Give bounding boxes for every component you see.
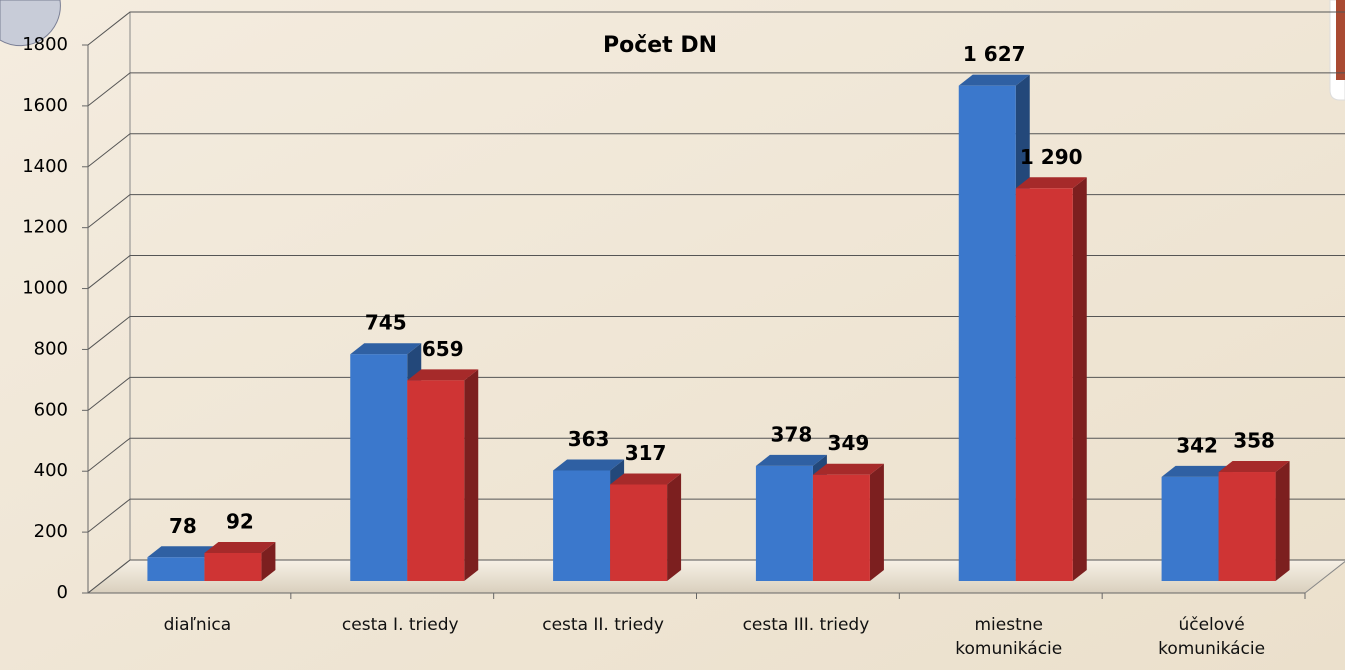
grid-line bbox=[87, 559, 1345, 594]
bar-top bbox=[1015, 177, 1087, 189]
grid-line bbox=[87, 255, 1345, 289]
value-label: 342 bbox=[1176, 433, 1218, 457]
bar bbox=[1015, 177, 1087, 581]
bar-front bbox=[147, 557, 205, 581]
bar-top bbox=[812, 463, 884, 475]
bar-front bbox=[350, 354, 408, 581]
y-tick-label: 400 bbox=[34, 460, 68, 481]
grid-line bbox=[87, 315, 1345, 350]
bar-side bbox=[667, 473, 682, 581]
grid-line bbox=[87, 72, 1345, 107]
bar-side bbox=[1072, 177, 1087, 581]
y-tick-label: 200 bbox=[34, 521, 68, 542]
corner-box-fill bbox=[1336, 0, 1345, 80]
bar-side bbox=[1275, 461, 1290, 581]
x-tick-label: diaľnica bbox=[163, 615, 232, 635]
value-label: 317 bbox=[625, 441, 667, 465]
value-label: 78 bbox=[169, 514, 197, 538]
bar-front bbox=[755, 465, 813, 581]
grid-line bbox=[87, 133, 1345, 168]
y-tick-label: 1600 bbox=[22, 95, 68, 116]
bar-top bbox=[147, 546, 219, 558]
bar-top bbox=[755, 454, 827, 466]
floor bbox=[86, 559, 1345, 594]
x-tick-label: účelové komunikácie bbox=[1158, 615, 1266, 659]
bar-front bbox=[553, 470, 611, 581]
value-label: 745 bbox=[365, 311, 407, 335]
y-tick-label: 1200 bbox=[22, 217, 68, 238]
x-tick-label: cesta II. triedy bbox=[542, 615, 664, 635]
bar-front bbox=[204, 552, 262, 581]
bar-top bbox=[610, 473, 682, 485]
grid-line bbox=[87, 498, 1345, 533]
y-tick-label: 0 bbox=[57, 582, 68, 603]
x-tick-label: cesta III. triedy bbox=[742, 615, 870, 635]
bar-front bbox=[1218, 472, 1276, 581]
bar-top bbox=[407, 369, 479, 381]
y-tick-label: 800 bbox=[34, 338, 68, 359]
bar-front bbox=[1015, 188, 1073, 581]
bar bbox=[204, 541, 276, 581]
chart-title: Počet DN bbox=[603, 33, 717, 58]
x-tick-label: cesta I. triedy bbox=[341, 615, 459, 635]
value-label: 363 bbox=[568, 427, 610, 451]
value-label: 1 290 bbox=[1020, 145, 1083, 169]
y-tick-label: 1400 bbox=[22, 156, 68, 177]
value-label: 358 bbox=[1233, 429, 1275, 453]
bar bbox=[1218, 461, 1290, 581]
y-tick-label: 1800 bbox=[22, 34, 68, 55]
y-tick-label: 1000 bbox=[22, 278, 68, 299]
bar-front bbox=[610, 484, 668, 581]
bar-top bbox=[1218, 461, 1290, 473]
bar-front bbox=[1161, 476, 1219, 581]
grid-line bbox=[87, 376, 1345, 411]
bar-side bbox=[869, 463, 884, 581]
bar-front bbox=[812, 474, 870, 581]
bar bbox=[812, 463, 884, 581]
bar-top bbox=[350, 343, 422, 355]
bar-top bbox=[553, 459, 625, 471]
logo bbox=[0, 0, 61, 47]
grid-line bbox=[87, 437, 1345, 472]
y-tick-label: 600 bbox=[34, 399, 68, 420]
value-label: 378 bbox=[771, 422, 813, 446]
bar-side bbox=[261, 541, 276, 581]
grid-line bbox=[87, 194, 1345, 229]
bar-front bbox=[958, 85, 1016, 582]
bar-top bbox=[1161, 465, 1233, 477]
value-label: 92 bbox=[226, 509, 254, 533]
grid-line bbox=[87, 11, 1345, 46]
x-tick-label: miestne komunikácie bbox=[955, 615, 1063, 659]
value-label: 659 bbox=[422, 337, 464, 361]
bar bbox=[407, 369, 479, 581]
bar bbox=[610, 473, 682, 581]
bar-side bbox=[464, 369, 479, 581]
bar bbox=[350, 343, 422, 581]
bar-top bbox=[958, 74, 1030, 86]
value-label: 349 bbox=[828, 431, 870, 455]
value-label: 1 627 bbox=[963, 42, 1026, 66]
bar-front bbox=[407, 380, 465, 581]
bar-top bbox=[204, 541, 276, 553]
